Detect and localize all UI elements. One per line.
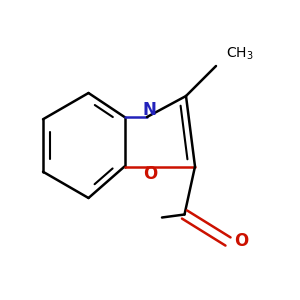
Text: O: O xyxy=(235,232,249,250)
Text: N: N xyxy=(142,101,156,119)
Text: CH$_3$: CH$_3$ xyxy=(226,46,254,62)
Text: O: O xyxy=(143,165,157,183)
